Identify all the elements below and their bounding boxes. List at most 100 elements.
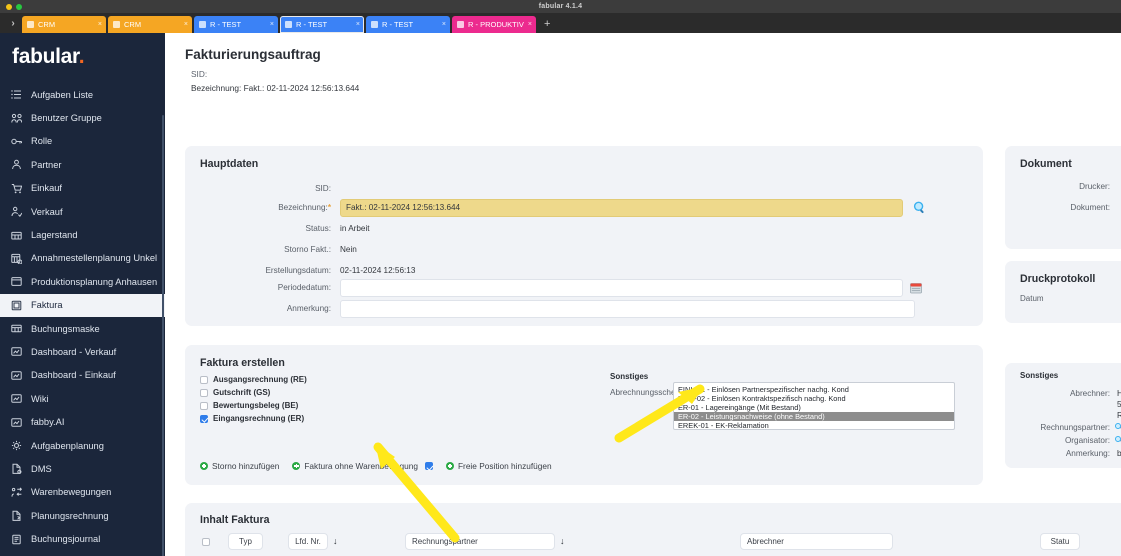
browser-tab-4[interactable]: R - TEST × xyxy=(280,16,364,33)
bezeichnung-input[interactable]: Fakt.: 02-11-2024 12:56:13.644 xyxy=(340,199,903,217)
window-icon xyxy=(11,276,22,287)
periodedatum-input[interactable] xyxy=(340,279,903,297)
brand-accent-dot: . xyxy=(78,45,85,68)
new-tab-button[interactable]: + xyxy=(544,18,551,30)
sidebar-item-einkauf[interactable]: Einkauf xyxy=(0,177,165,200)
sidebar-item-label: Planungsrechnung xyxy=(31,510,109,521)
abrechnungsschema-option-2[interactable]: EINL-02 - Einlösen Kontraktspezifisch na… xyxy=(678,394,846,403)
plus-icon xyxy=(200,462,208,470)
tab-close-icon[interactable]: × xyxy=(441,21,446,28)
sidebar-scrollbar[interactable] xyxy=(162,115,164,556)
search-icon[interactable] xyxy=(1115,436,1121,444)
value-abrechner-line2: 53572U xyxy=(1117,400,1121,409)
sidebar-item-warenbewegungen[interactable]: Warenbewegungen xyxy=(0,481,165,504)
tab-close-icon[interactable]: × xyxy=(527,21,532,28)
page-title: Fakturierungsauftrag xyxy=(185,47,321,62)
sidebar-item-aufgaben-liste[interactable]: Aufgaben Liste xyxy=(0,83,165,106)
calendar-icon[interactable] xyxy=(910,281,923,294)
sidebar-item-benutzer-gruppe[interactable]: Benutzer Gruppe xyxy=(0,106,165,129)
sidebar-item-produktionsplanung-anhausen[interactable]: Produktionsplanung Anhausen xyxy=(0,270,165,293)
plus-icon xyxy=(445,462,454,470)
browser-tab-6[interactable]: R - PRODUKTIV × xyxy=(452,16,536,33)
dashboard-icon xyxy=(11,370,22,381)
sidebar-item-faktura[interactable]: Faktura xyxy=(0,293,165,317)
sidebar-item-wiki[interactable]: Wiki xyxy=(0,387,165,410)
browser-tab-2[interactable]: CRM × xyxy=(108,16,192,33)
checkbox-box[interactable] xyxy=(200,414,208,423)
anmerkung-input[interactable] xyxy=(340,300,915,318)
sidebar-item-dashboard-einkauf[interactable]: Dashboard - Einkauf xyxy=(0,364,165,387)
checkbox-box[interactable] xyxy=(200,388,208,397)
tab-label: R - PRODUKTIV xyxy=(468,20,524,29)
maximize-button[interactable] xyxy=(16,3,22,10)
sidebar-item-partner[interactable]: Partner xyxy=(0,153,165,176)
select-all-checkbox[interactable] xyxy=(202,538,210,546)
column-abrechner[interactable]: Abrechner xyxy=(740,533,893,550)
sidebar-item-buchungsjournal[interactable]: Buchungsjournal xyxy=(0,527,165,550)
search-icon[interactable] xyxy=(913,201,926,214)
tab-close-icon[interactable]: × xyxy=(97,21,102,28)
action-faktura-ohne-warenbewegung[interactable]: Faktura ohne Warenbewegung xyxy=(292,461,433,471)
checkbox-bewertungsbeleg[interactable]: Bewertungsbeleg (BE) xyxy=(200,401,298,410)
abrechnungsschema-option-5[interactable]: EREK-01 - EK-Reklamation xyxy=(678,421,769,430)
book-icon xyxy=(11,534,22,545)
label-anmerkung: Anmerkung: xyxy=(286,304,331,313)
tab-label: R - TEST xyxy=(210,20,242,29)
tab-close-icon[interactable]: × xyxy=(183,21,188,28)
faktura-erstellen-title: Faktura erstellen xyxy=(200,357,285,369)
sidebar-item-label: Rolle xyxy=(31,136,53,147)
checkbox-box[interactable] xyxy=(200,375,208,384)
sidebar-item-rolle[interactable]: Rolle xyxy=(0,130,165,153)
abrechnungsschema-option-4[interactable]: ER-02 - Leistungsnachweise (ohne Bestand… xyxy=(674,412,954,421)
required-marker: * xyxy=(327,203,331,212)
sidebar-item-verkauf[interactable]: Verkauf xyxy=(0,200,165,223)
minimize-button[interactable] xyxy=(6,3,12,10)
column-status[interactable]: Statu xyxy=(1040,533,1080,550)
sort-arrow-rechnungspartner-icon[interactable]: ↓ xyxy=(560,536,565,546)
tab-list-chevron-icon[interactable]: › xyxy=(11,17,15,29)
action-freie-position-hinzufuegen[interactable]: Freie Position hinzufügen xyxy=(445,461,552,471)
value-organisator[interactable]: Su xyxy=(1115,436,1121,445)
action-storno-hinzufuegen[interactable]: Storno hinzufügen xyxy=(200,461,279,471)
action-label: Storno hinzufügen xyxy=(212,461,280,471)
sort-arrow-lfd-nr-icon[interactable]: ↓ xyxy=(333,536,338,546)
sidebar-item-fabby-ai[interactable]: fabby.AI xyxy=(0,410,165,433)
checkbox-eingangsrechnung[interactable]: Eingangsrechnung (ER) xyxy=(200,414,304,423)
tab-close-icon[interactable]: × xyxy=(355,21,360,28)
sidebar-item-aufgabenplanung[interactable]: Aufgabenplanung xyxy=(0,434,165,457)
search-icon[interactable] xyxy=(1115,423,1121,431)
browser-tab-3[interactable]: R - TEST × xyxy=(194,16,278,33)
window-controls[interactable] xyxy=(6,3,22,10)
sidebar-item-label: Buchungsmaske xyxy=(31,323,100,334)
label-drucker: Drucker: xyxy=(1079,182,1110,191)
column-rechnungspartner[interactable]: Rechnungspartner xyxy=(405,533,555,550)
abrechnungsschema-option-3[interactable]: ER-01 - Lagereingänge (Mit Bestand) xyxy=(678,403,801,412)
sell-icon xyxy=(11,206,22,218)
column-typ[interactable]: Typ xyxy=(228,533,263,550)
window-titlebar: fabular 4.1.4 xyxy=(0,0,1121,13)
sidebar: fabular. Aufgaben Liste Benutzer Gruppe Ro… xyxy=(0,33,165,556)
sidebar-item-dashboard-verkauf[interactable]: Dashboard - Verkauf xyxy=(0,340,165,363)
checkbox-box[interactable] xyxy=(200,401,208,410)
abrechnungsschema-option-1[interactable]: EINL-01 - Einlösen Partnerspezifischer n… xyxy=(678,385,849,394)
users-icon xyxy=(11,113,22,124)
sidebar-item-buchungsmaske[interactable]: Buchungsmaske xyxy=(0,317,165,340)
browser-tab-5[interactable]: R - TEST × xyxy=(366,16,450,33)
warenbewegung-checkbox[interactable] xyxy=(424,462,433,470)
value-rechnungspartner[interactable]: Su xyxy=(1115,423,1121,432)
browser-tab-1[interactable]: CRM × xyxy=(22,16,106,33)
sidebar-item-planungsrechnung[interactable]: Planungsrechnung xyxy=(0,504,165,527)
tab-close-icon[interactable]: × xyxy=(269,21,274,28)
sidebar-item-label: Aufgabenplanung xyxy=(31,440,104,451)
sonstiges-right-card: Sonstiges Abrechner: Haus R 53572U Raben… xyxy=(1005,363,1121,468)
checkbox-ausgangsrechnung[interactable]: Ausgangsrechnung (RE) xyxy=(200,375,307,384)
sidebar-item-label: Produktionsplanung Anhausen xyxy=(31,276,158,287)
sidebar-item-lagerstand[interactable]: Lagerstand xyxy=(0,223,165,246)
column-lfd-nr[interactable]: Lfd. Nr. xyxy=(288,533,328,550)
checkbox-gutschrift[interactable]: Gutschrift (GS) xyxy=(200,388,270,397)
app-logo: fabular. xyxy=(0,33,165,83)
abrechnungsschema-listbox[interactable]: EINL-01 - Einlösen Partnerspezifischer n… xyxy=(673,382,955,430)
sidebar-item-annahmestellenplanung-unkel[interactable]: Annahmestellenplanung Unkel xyxy=(0,247,165,270)
sidebar-item-dms[interactable]: DMS xyxy=(0,457,165,480)
inhalt-faktura-title: Inhalt Faktura xyxy=(200,514,270,526)
